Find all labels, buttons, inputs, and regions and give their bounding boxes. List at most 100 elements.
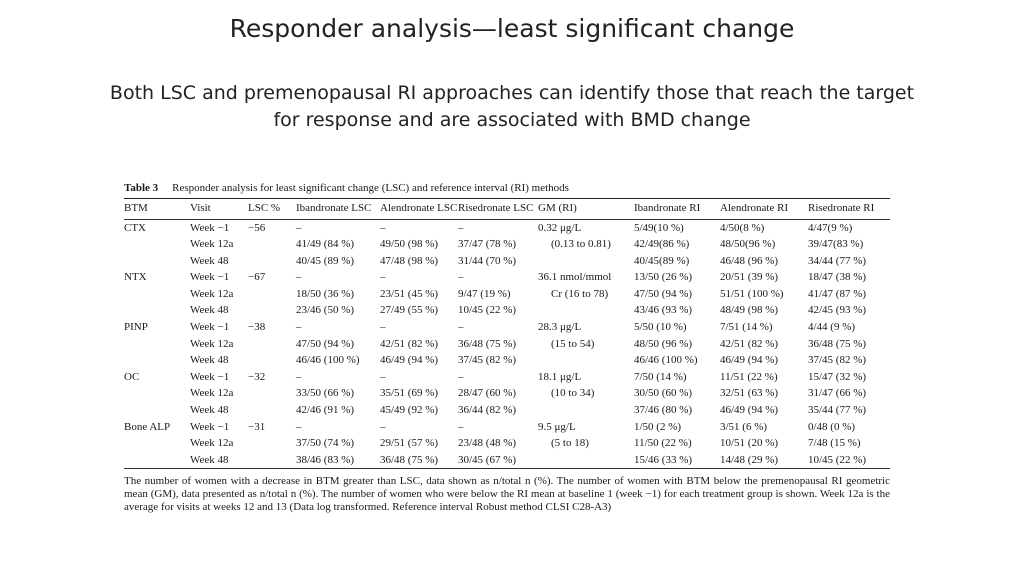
cell-lsc-pct: −67 <box>248 271 266 284</box>
cell-alendronate-ri: 42/51 (82 %) <box>720 337 779 350</box>
cell-btm <box>124 236 190 253</box>
cell-lsc-pct: −56 <box>248 221 266 234</box>
cell-risedronate-ri: 42/45 (93 %) <box>808 304 867 317</box>
table-row: Week 12a 41/49 (84 %) 49/50 (98 %) 37/47 (7… <box>124 236 890 253</box>
table-row: Week 12a 33/50 (66 %) 35/51 (69 %) 28/47 (6… <box>124 385 890 402</box>
gm-value: 18.1 μg/L <box>538 370 582 383</box>
cell-ibandronate-lsc: – <box>296 370 302 383</box>
table-footnote: The number of women with a decrease in B… <box>124 475 890 514</box>
cell-ibandronate-ri: 13/50 (26 %) <box>634 271 693 284</box>
table-row: Week 48 46/46 (100 %) 46/49 (94 %) 37/45 (8… <box>124 352 890 369</box>
cell-risedronate-lsc: 28/47 (60 %) <box>458 387 517 400</box>
header-gm-ri: GM (RI) <box>538 202 577 214</box>
cell-btm <box>124 302 190 319</box>
cell-alendronate-lsc: 46/49 (94 %) <box>380 354 439 367</box>
table-row: OC Week −1 −32 – – – 18.1 μg/L (10 to 34) 7/50 (… <box>124 369 890 400</box>
cell-btm <box>124 286 190 303</box>
cell-ibandronate-lsc: 38/46 (83 %) <box>296 453 355 466</box>
cell-alendronate-lsc: 35/51 (69 %) <box>380 387 439 400</box>
table-row: Week 48 38/46 (83 %) 36/48 (75 %) 30/45 (67… <box>124 452 890 469</box>
table-row: CTX Week −1 −56 – – – 0.32 μg/L (0.13 to 0.81) 5… <box>124 219 890 251</box>
cell-ibandronate-lsc: – <box>296 221 302 234</box>
cell-risedronate-lsc: 30/45 (67 %) <box>458 453 517 466</box>
cell-risedronate-ri: 35/44 (77 %) <box>808 404 867 417</box>
responder-table: BTM Visit LSC % Ibandronate LSC Alendronate … <box>124 199 890 468</box>
cell-btm <box>124 352 190 369</box>
table-header-row: BTM Visit LSC % Ibandronate LSC Alendronate … <box>124 199 890 219</box>
table-row: Week 12a 47/50 (94 %) 42/51 (82 %) 36/48 (7… <box>124 336 890 353</box>
gm-value: 36.1 nmol/mmol <box>538 271 612 284</box>
cell-alendronate-lsc: 23/51 (45 %) <box>380 287 439 300</box>
header-ibandronate-lsc: Ibandronate LSC <box>296 202 372 214</box>
cell-alendronate-ri: 11/51 (22 %) <box>720 370 778 383</box>
cell-alendronate-ri: 46/49 (94 %) <box>720 404 779 417</box>
table-row: Week 48 40/45 (89 %) 47/48 (98 %) 31/44 (70… <box>124 253 890 270</box>
cell-lsc-pct <box>248 435 296 452</box>
cell-gm-ri: 36.1 nmol/mmol Cr (16 to 78) <box>538 269 634 319</box>
cell-btm: NTX <box>124 271 147 284</box>
cell-alendronate-ri: 48/50(96 %) <box>720 238 776 251</box>
table-caption: Table 3 Responder analysis for least sign… <box>124 182 890 194</box>
cell-btm: PINP <box>124 321 148 334</box>
cell-ibandronate-ri: 47/50 (94 %) <box>634 287 693 300</box>
cell-risedronate-ri: 37/45 (82 %) <box>808 354 867 367</box>
cell-ibandronate-lsc: 33/50 (66 %) <box>296 387 355 400</box>
cell-lsc-pct <box>248 302 296 319</box>
cell-ibandronate-ri: 7/50 (14 %) <box>634 370 687 383</box>
cell-lsc-pct <box>248 352 296 369</box>
cell-alendronate-ri: 3/51 (6 %) <box>720 420 768 433</box>
cell-ibandronate-lsc: 41/49 (84 %) <box>296 238 355 251</box>
cell-alendronate-lsc: 36/48 (75 %) <box>380 453 439 466</box>
cell-alendronate-lsc: – <box>380 271 386 284</box>
cell-risedronate-lsc: 31/44 (70 %) <box>458 254 517 267</box>
cell-gm-ri: 18.1 μg/L (10 to 34) <box>538 369 634 419</box>
cell-alendronate-ri: 4/50(8 %) <box>720 221 765 234</box>
cell-ibandronate-ri: 30/50 (60 %) <box>634 387 693 400</box>
cell-alendronate-ri: 20/51 (39 %) <box>720 271 779 284</box>
cell-ibandronate-ri: 15/46 (33 %) <box>634 453 693 466</box>
table-body: CTX Week −1 −56 – – – 0.32 μg/L (0.13 to 0.81) 5… <box>124 219 890 468</box>
cell-alendronate-ri: 46/48 (96 %) <box>720 254 779 267</box>
header-lsc-pct: LSC % <box>248 202 281 214</box>
cell-risedronate-ri: 36/48 (75 %) <box>808 337 867 350</box>
gm-value: 28.3 μg/L <box>538 321 582 334</box>
cell-lsc-pct <box>248 402 296 419</box>
cell-ibandronate-lsc: 46/46 (100 %) <box>296 354 360 367</box>
ri-range: Cr (16 to 78) <box>551 287 609 300</box>
cell-visit: Week 48 <box>190 354 229 367</box>
table-row: Bone ALP Week −1 −31 – – – 9.5 μg/L (5 to 18) 1/… <box>124 419 890 450</box>
cell-risedronate-ri: 39/47(83 %) <box>808 238 864 251</box>
table-top-rule <box>124 198 890 199</box>
ri-range: (10 to 34) <box>551 387 595 400</box>
cell-alendronate-lsc: – <box>380 221 386 234</box>
cell-btm <box>124 336 190 353</box>
cell-risedronate-lsc: – <box>458 221 464 234</box>
cell-visit: Week 12a <box>190 238 234 251</box>
header-visit: Visit <box>190 202 211 214</box>
cell-alendronate-ri: 10/51 (20 %) <box>720 437 779 450</box>
cell-visit: Week −1 <box>190 420 230 433</box>
table-caption-text: Responder analysis for least significant… <box>172 182 569 194</box>
cell-risedronate-lsc: 37/47 (78 %) <box>458 238 517 251</box>
cell-risedronate-lsc: 37/45 (82 %) <box>458 354 517 367</box>
cell-lsc-pct: −31 <box>248 420 266 433</box>
cell-visit: Week −1 <box>190 321 230 334</box>
cell-visit: Week −1 <box>190 271 230 284</box>
cell-risedronate-ri: 4/47(9 %) <box>808 221 853 234</box>
cell-lsc-pct <box>248 253 296 270</box>
cell-risedronate-lsc: 23/48 (48 %) <box>458 437 517 450</box>
ri-range: (5 to 18) <box>551 437 589 450</box>
table-row: Week 48 42/46 (91 %) 45/49 (92 %) 36/44 (82… <box>124 402 890 419</box>
cell-risedronate-ri: 0/48 (0 %) <box>808 420 856 433</box>
cell-lsc-pct <box>248 336 296 353</box>
cell-visit: Week 12a <box>190 337 234 350</box>
cell-gm-ri: 28.3 μg/L (15 to 54) <box>538 319 634 369</box>
cell-visit: Week 12a <box>190 287 234 300</box>
table-row: Week 12a 37/50 (74 %) 29/51 (57 %) 23/48 (4… <box>124 435 890 452</box>
cell-risedronate-ri: 34/44 (77 %) <box>808 254 867 267</box>
header-alendronate-ri: Alendronate RI <box>720 202 789 214</box>
cell-btm: CTX <box>124 221 146 234</box>
cell-ibandronate-lsc: 18/50 (36 %) <box>296 287 355 300</box>
cell-ibandronate-ri: 5/49(10 %) <box>634 221 684 234</box>
cell-visit: Week 48 <box>190 453 229 466</box>
